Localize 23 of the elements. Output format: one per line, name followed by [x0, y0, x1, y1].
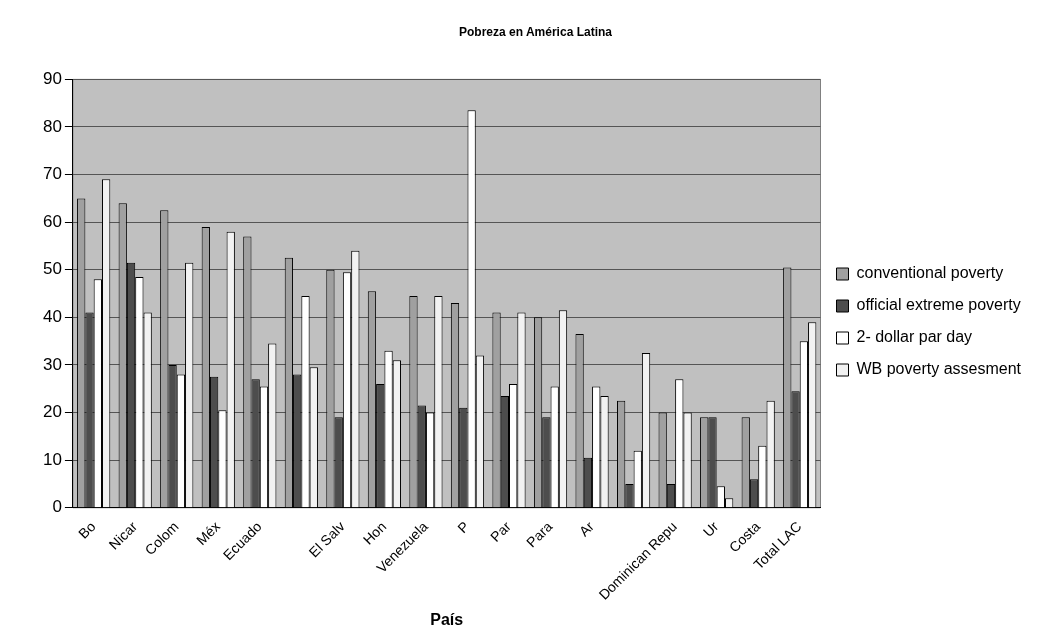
y-tick-label: 60 — [42, 211, 62, 231]
legend-label: 2- dollar par day — [856, 328, 973, 346]
y-tick-label: 30 — [42, 354, 62, 374]
y-tick-label: 40 — [42, 307, 62, 327]
legend-label: official extreme poverty — [856, 296, 1021, 314]
x-tick-label: Para — [523, 518, 556, 551]
legend-label: WB poverty assesment — [856, 360, 1022, 378]
y-tick-label: 50 — [42, 259, 62, 279]
y-tick-label: 20 — [42, 402, 62, 422]
y-tick-label: 70 — [42, 164, 62, 184]
x-tick-label: Méx — [193, 518, 224, 549]
y-tick-label: 90 — [42, 69, 62, 89]
y-tick-label: 0 — [52, 497, 62, 517]
chart-title: Pobreza en América Latina — [459, 24, 613, 39]
x-tick-label: Par — [487, 517, 515, 545]
y-tick-label: 10 — [42, 449, 62, 469]
x-tick-label: Ar — [575, 517, 598, 540]
x-tick-label: P — [454, 518, 473, 537]
y-tick-label: 80 — [42, 116, 62, 136]
x-axis-title: País — [430, 610, 464, 628]
x-tick-label: Bo — [75, 518, 99, 542]
legend-label: conventional poverty — [856, 264, 1004, 282]
x-tick-label: Ur — [699, 517, 722, 540]
